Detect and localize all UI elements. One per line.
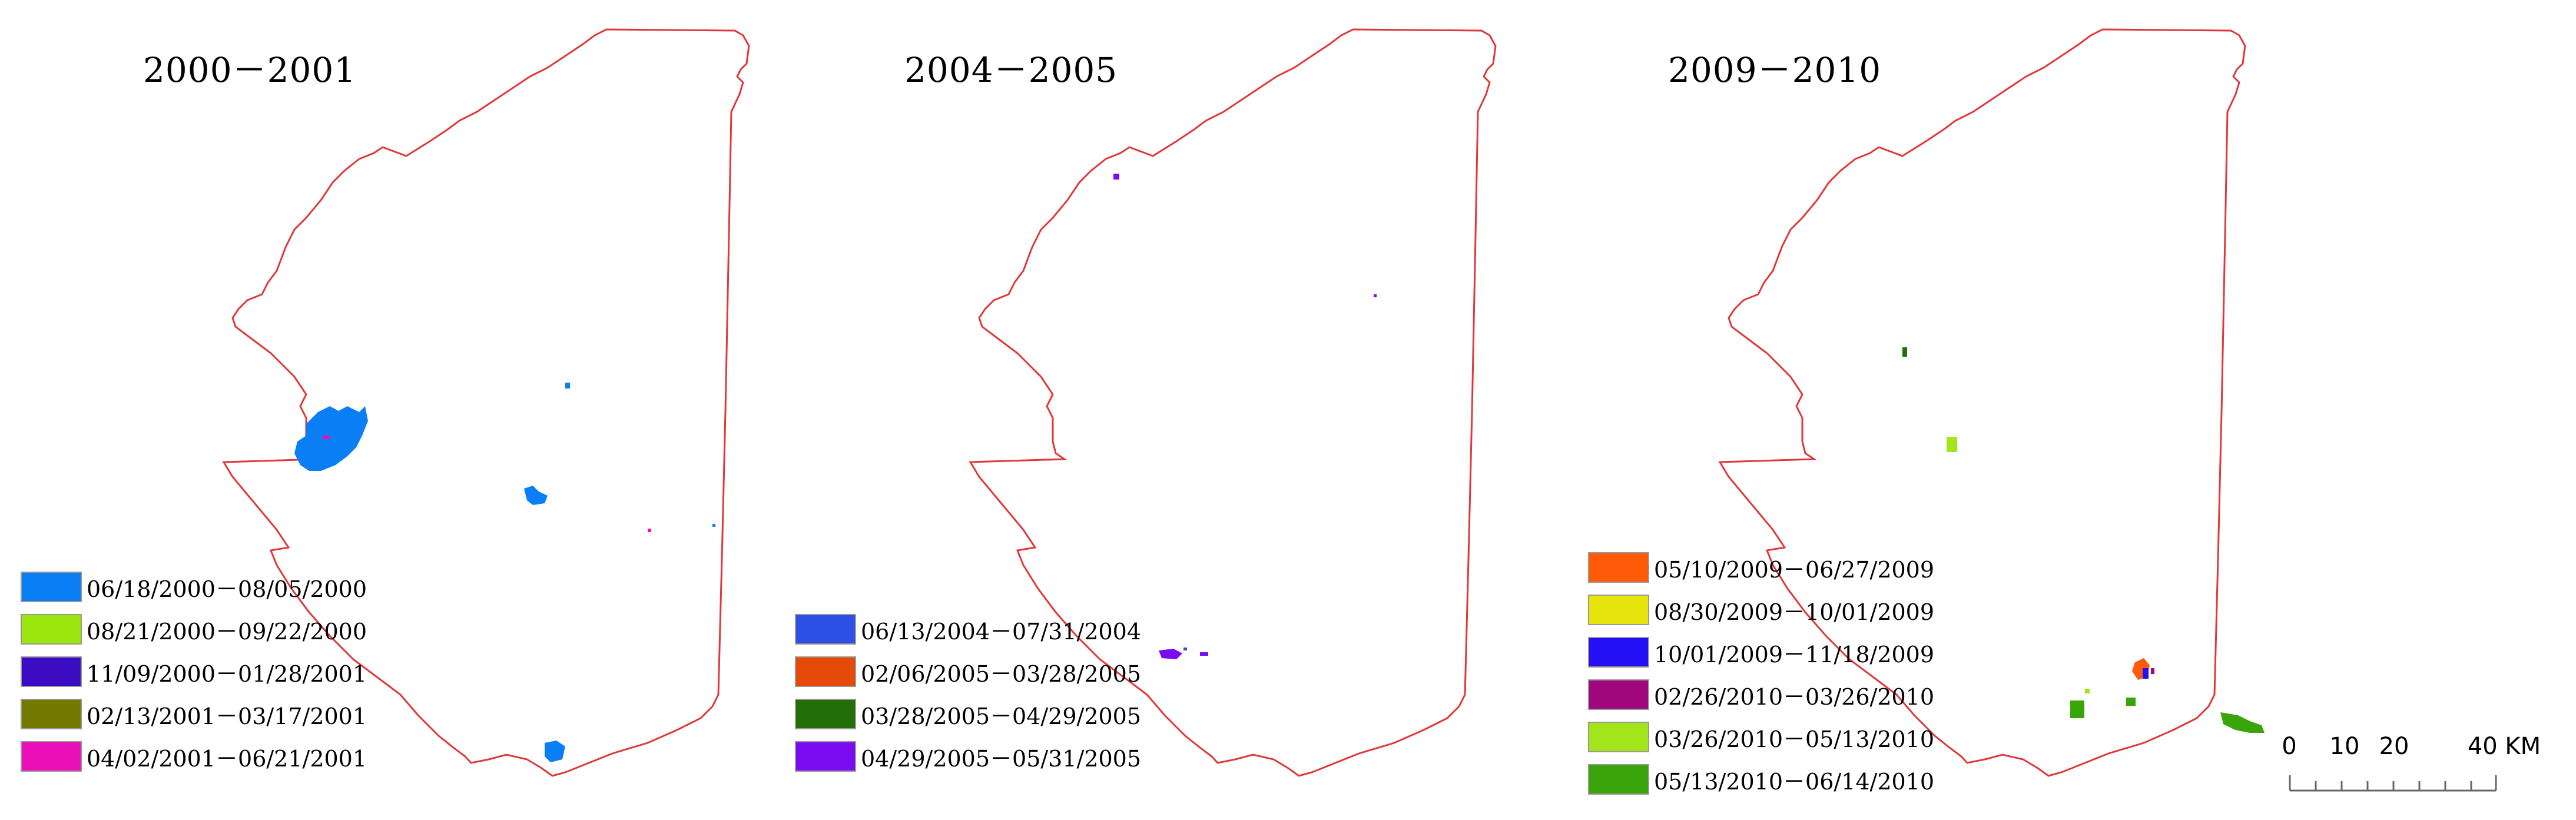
legend-label: 10/01/2009－11/18/2009 bbox=[1654, 641, 1935, 668]
burn-patch-south-west bbox=[1159, 649, 1182, 659]
legend-item: 03/26/2010－05/13/2010 bbox=[1588, 720, 1934, 754]
legend-label: 06/13/2004－07/31/2004 bbox=[861, 618, 1142, 645]
map-panel-2009-2010 bbox=[1719, 28, 2265, 777]
burn-cluster-south-east bbox=[2220, 712, 2265, 733]
scale-tick-label-40: 40 KM bbox=[2467, 733, 2541, 760]
scale-tick-label-10: 10 bbox=[2329, 733, 2360, 760]
legend-label: 05/13/2010－06/14/2010 bbox=[1654, 768, 1935, 795]
legend-item: 02/06/2005－03/28/2005 bbox=[795, 655, 1141, 689]
burn-patch-large bbox=[294, 406, 368, 471]
legend-label: 08/30/2009－10/01/2009 bbox=[1654, 599, 1935, 625]
legend-swatch bbox=[1588, 764, 1649, 795]
legend-2000-2001: 06/18/2000－08/05/2000 08/21/2000－09/22/2… bbox=[21, 570, 367, 782]
legend-swatch bbox=[1588, 637, 1649, 668]
legend-item: 10/01/2009－11/18/2009 bbox=[1588, 635, 1934, 669]
scale-tick-label-20: 20 bbox=[2379, 733, 2409, 760]
legend-swatch bbox=[21, 656, 82, 687]
legend-swatch bbox=[795, 656, 856, 687]
legend-swatch bbox=[1588, 552, 1649, 583]
legend-swatch bbox=[21, 699, 82, 729]
burn-patch-center bbox=[524, 486, 548, 505]
legend-label: 04/02/2001－06/21/2001 bbox=[87, 745, 367, 772]
legend-swatch bbox=[1588, 679, 1649, 710]
legend-swatch bbox=[1588, 722, 1649, 752]
scale-bar: 0 10 20 40 KM bbox=[2282, 733, 2564, 798]
legend-swatch bbox=[795, 741, 856, 772]
legend-item: 11/09/2000－01/28/2001 bbox=[21, 655, 367, 689]
legend-label: 02/06/2005－03/28/2005 bbox=[861, 660, 1142, 687]
panel-title-2000-2001: 2000－2001 bbox=[143, 50, 357, 90]
legend-swatch bbox=[1588, 595, 1649, 625]
legend-item: 05/10/2009－06/27/2009 bbox=[1588, 550, 1934, 585]
legend-item: 04/29/2005－05/31/2005 bbox=[795, 739, 1141, 773]
legend-swatch bbox=[21, 572, 82, 602]
legend-item: 05/13/2010－06/14/2010 bbox=[1588, 762, 1934, 796]
legend-item: 08/21/2000－09/22/2000 bbox=[21, 612, 367, 646]
legend-2004-2005: 06/13/2004－07/31/2004 02/06/2005－03/28/2… bbox=[795, 612, 1141, 782]
legend-label: 11/09/2000－01/28/2001 bbox=[87, 660, 367, 687]
legend-label: 03/26/2010－05/13/2010 bbox=[1654, 726, 1935, 752]
scale-tick-label-0: 0 bbox=[2282, 733, 2297, 760]
legend-label: 02/13/2001－03/17/2001 bbox=[87, 703, 367, 729]
legend-swatch bbox=[21, 741, 82, 772]
legend-label: 08/21/2000－09/22/2000 bbox=[87, 618, 367, 645]
legend-swatch bbox=[795, 699, 856, 729]
legend-item: 06/18/2000－08/05/2000 bbox=[21, 570, 367, 604]
legend-label: 06/18/2000－08/05/2000 bbox=[87, 576, 367, 602]
legend-label: 05/10/2009－06/27/2009 bbox=[1654, 556, 1935, 583]
legend-item: 04/02/2001－06/21/2001 bbox=[21, 739, 367, 773]
burn-patch-south bbox=[545, 741, 565, 762]
map-panel-2004-2005 bbox=[969, 28, 1497, 777]
scale-bar-graphic bbox=[2289, 775, 2497, 792]
legend-item: 03/28/2005－04/29/2005 bbox=[795, 697, 1141, 731]
legend-item: 02/26/2010－03/26/2010 bbox=[1588, 678, 1934, 712]
legend-item: 08/30/2009－10/01/2009 bbox=[1588, 593, 1934, 627]
legend-item: 06/13/2004－07/31/2004 bbox=[795, 612, 1141, 646]
legend-2009-2010: 05/10/2009－06/27/2009 08/30/2009－10/01/2… bbox=[1588, 550, 1934, 805]
legend-swatch bbox=[795, 614, 856, 645]
legend-label: 02/26/2010－03/26/2010 bbox=[1654, 683, 1935, 710]
legend-item: 02/13/2001－03/17/2001 bbox=[21, 697, 367, 731]
legend-label: 04/29/2005－05/31/2005 bbox=[861, 745, 1142, 772]
map-panel-2000-2001 bbox=[223, 28, 750, 777]
legend-swatch bbox=[21, 614, 82, 645]
legend-label: 03/28/2005－04/29/2005 bbox=[861, 703, 1142, 729]
panel-title-2009-2010: 2009－2010 bbox=[1668, 50, 1882, 90]
panel-title-2004-2005: 2004－2005 bbox=[904, 50, 1118, 90]
